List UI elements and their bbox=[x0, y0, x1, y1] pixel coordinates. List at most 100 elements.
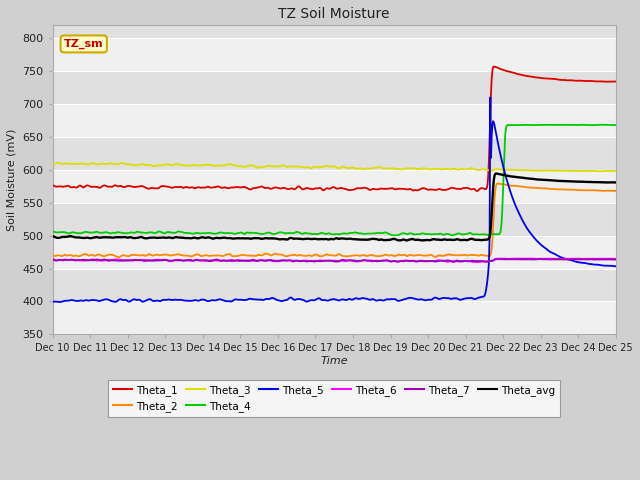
X-axis label: Time: Time bbox=[321, 356, 348, 366]
Theta_4 bbox=[612, 122, 620, 128]
Line: Theta_2: Theta_2 bbox=[52, 183, 616, 257]
Theta_avg bbox=[403, 238, 410, 243]
Theta_6 bbox=[376, 258, 383, 264]
Theta_2 bbox=[612, 188, 620, 194]
Theta_4 bbox=[376, 230, 383, 236]
Bar bbox=[52, 203, 616, 236]
Theta_2 bbox=[115, 254, 123, 260]
Theta_4 bbox=[83, 229, 91, 235]
Theta_5 bbox=[486, 95, 494, 100]
Theta_2 bbox=[49, 252, 56, 258]
Theta_7 bbox=[83, 257, 91, 263]
Theta_3 bbox=[84, 161, 92, 167]
Theta_6 bbox=[477, 259, 484, 264]
Bar bbox=[52, 236, 616, 268]
Theta_1 bbox=[535, 75, 543, 81]
Theta_1 bbox=[473, 188, 481, 194]
Theta_avg bbox=[477, 237, 484, 243]
Theta_5 bbox=[56, 299, 63, 305]
Bar bbox=[52, 301, 616, 335]
Theta_2 bbox=[494, 180, 502, 186]
Title: TZ Soil Moisture: TZ Soil Moisture bbox=[278, 7, 390, 21]
Theta_3 bbox=[376, 165, 384, 170]
Theta_6 bbox=[49, 257, 56, 263]
Theta_5 bbox=[376, 297, 384, 303]
Line: Theta_7: Theta_7 bbox=[52, 259, 616, 262]
Theta_3 bbox=[408, 166, 416, 171]
Theta_3 bbox=[534, 168, 542, 174]
Theta_7 bbox=[49, 256, 56, 262]
Theta_avg bbox=[535, 177, 543, 182]
Theta_7 bbox=[536, 256, 543, 262]
Theta_1 bbox=[612, 79, 620, 84]
Theta_4 bbox=[49, 228, 56, 234]
Line: Theta_avg: Theta_avg bbox=[52, 174, 616, 240]
Theta_3 bbox=[612, 168, 620, 174]
Theta_7 bbox=[408, 258, 415, 264]
Theta_avg bbox=[376, 237, 383, 243]
Theta_1 bbox=[477, 186, 484, 192]
Theta_3 bbox=[595, 168, 603, 174]
Theta_7 bbox=[477, 258, 484, 264]
Line: Theta_4: Theta_4 bbox=[52, 125, 616, 235]
Theta_1 bbox=[408, 187, 415, 192]
Theta_avg bbox=[408, 236, 416, 242]
Theta_2 bbox=[376, 253, 384, 259]
Theta_6 bbox=[83, 257, 91, 263]
Theta_5 bbox=[535, 240, 543, 246]
Theta_2 bbox=[408, 252, 416, 258]
Theta_avg bbox=[83, 235, 91, 240]
Theta_3 bbox=[49, 162, 56, 168]
Theta_2 bbox=[535, 185, 543, 191]
Theta_4 bbox=[477, 231, 484, 237]
Bar bbox=[52, 170, 616, 203]
Theta_6 bbox=[535, 256, 543, 262]
Line: Theta_6: Theta_6 bbox=[52, 259, 616, 262]
Theta_1 bbox=[83, 182, 91, 188]
Legend: Theta_1, Theta_2, Theta_3, Theta_4, Theta_5, Theta_6, Theta_7, Theta_avg: Theta_1, Theta_2, Theta_3, Theta_4, Thet… bbox=[108, 380, 560, 417]
Theta_7 bbox=[376, 258, 383, 264]
Theta_7 bbox=[390, 258, 398, 264]
Theta_avg bbox=[492, 171, 500, 177]
Theta_1 bbox=[390, 186, 398, 192]
Theta_4 bbox=[408, 230, 415, 236]
Theta_6 bbox=[408, 258, 415, 264]
Bar bbox=[52, 137, 616, 170]
Line: Theta_1: Theta_1 bbox=[52, 67, 616, 191]
Theta_6 bbox=[474, 259, 482, 265]
Theta_4 bbox=[390, 232, 398, 238]
Theta_3 bbox=[391, 166, 399, 172]
Theta_6 bbox=[612, 256, 620, 262]
Theta_2 bbox=[391, 253, 399, 259]
Theta_4 bbox=[449, 232, 456, 238]
Theta_5 bbox=[408, 295, 416, 301]
Bar bbox=[52, 71, 616, 104]
Theta_4 bbox=[534, 122, 542, 128]
Line: Theta_3: Theta_3 bbox=[52, 163, 616, 171]
Theta_3 bbox=[54, 160, 61, 166]
Theta_4 bbox=[596, 122, 604, 128]
Theta_6 bbox=[390, 258, 398, 264]
Theta_1 bbox=[376, 186, 383, 192]
Bar bbox=[52, 268, 616, 301]
Y-axis label: Soil Moisture (mV): Soil Moisture (mV) bbox=[7, 129, 17, 231]
Theta_5 bbox=[84, 298, 92, 303]
Theta_avg bbox=[49, 233, 56, 239]
Theta_avg bbox=[390, 236, 398, 242]
Theta_7 bbox=[449, 259, 457, 265]
Line: Theta_5: Theta_5 bbox=[52, 97, 616, 302]
Theta_6 bbox=[525, 256, 533, 262]
Theta_2 bbox=[83, 252, 91, 257]
Theta_7 bbox=[534, 256, 542, 262]
Bar bbox=[52, 38, 616, 71]
Theta_7 bbox=[612, 257, 620, 263]
Theta_5 bbox=[49, 299, 56, 305]
Theta_1 bbox=[49, 182, 56, 188]
Theta_5 bbox=[391, 296, 399, 302]
Theta_3 bbox=[477, 167, 484, 173]
Theta_avg bbox=[612, 180, 620, 185]
Theta_1 bbox=[490, 64, 498, 70]
Theta_5 bbox=[612, 264, 620, 269]
Theta_5 bbox=[477, 294, 484, 300]
Bar bbox=[52, 104, 616, 137]
